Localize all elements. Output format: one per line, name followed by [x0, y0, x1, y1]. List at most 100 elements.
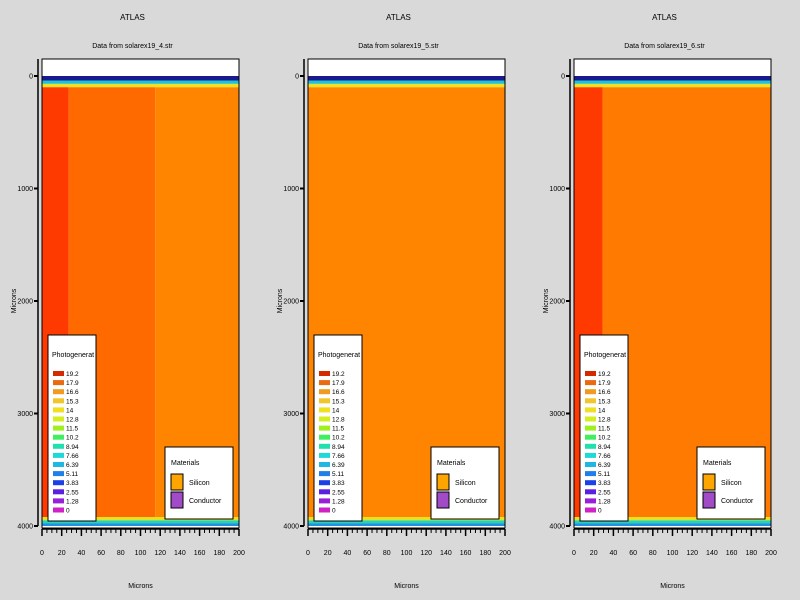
heat-region-6 [308, 520, 505, 524]
heat-region-3 [42, 83, 239, 88]
photogeneration-legend: Photogenerat 19.2 17.9 16.6 15.3 14 12.8 11.5 10… [579, 334, 629, 522]
legend-swatch [585, 380, 596, 386]
y-axis-label: Microns [11, 288, 18, 313]
y-tick-label: 2000 [549, 299, 565, 306]
plot-frame [573, 58, 772, 529]
legend-level-label: 17.9 [332, 380, 345, 387]
material-label: Conductor [455, 498, 488, 505]
heat-region-7 [42, 517, 239, 521]
material-swatch-conductor [170, 491, 184, 509]
legend-level-label: 6.39 [598, 462, 611, 469]
legend-swatch [319, 489, 330, 495]
heat-region-3 [574, 83, 771, 88]
heat-region-7 [574, 520, 771, 524]
legend-swatch [53, 407, 64, 413]
legend-swatch [585, 471, 596, 477]
legend-level-label: 11.5 [66, 426, 79, 433]
x-tick-label: 40 [344, 550, 352, 557]
legend-level-label: 7.66 [66, 453, 79, 460]
legend-level-label: 15.3 [332, 398, 345, 405]
legend-swatch [319, 443, 330, 449]
material-label: Silicon [455, 480, 476, 487]
y-axis-label: Microns [277, 288, 284, 313]
legend-swatch [53, 489, 64, 495]
legend-level-label: 7.66 [332, 453, 345, 460]
heat-region-3 [308, 83, 505, 88]
materials-title: Materials [171, 460, 200, 467]
legend-level-label: 10.2 [66, 435, 79, 442]
legend-swatch [585, 434, 596, 440]
heat-region-9 [42, 523, 239, 526]
legend-level-label: 11.5 [332, 426, 345, 433]
x-tick-label: 0 [306, 550, 310, 557]
legend-level-label: 2.55 [66, 489, 79, 496]
y-tick-label: 1000 [549, 186, 565, 193]
x-tick-label: 0 [572, 550, 576, 557]
legend-swatch [53, 389, 64, 395]
legend-swatch [53, 380, 64, 386]
legend-level-label: 2.55 [332, 489, 345, 496]
legend-swatch [585, 443, 596, 449]
heat-region-8 [574, 523, 771, 526]
chart-title: ATLAS [652, 13, 677, 22]
x-tick-label: 160 [460, 550, 472, 557]
x-tick-label: 80 [117, 550, 125, 557]
legend-level-label: 1.28 [598, 498, 611, 505]
y-tick-label: 3000 [283, 411, 299, 418]
x-tick-label: 100 [667, 550, 679, 557]
legend-level-label: 17.9 [66, 380, 79, 387]
material-label: Silicon [721, 480, 742, 487]
legend-level-label: 16.6 [66, 389, 79, 396]
legend-swatch [319, 416, 330, 422]
legend-level-label: 8.94 [332, 444, 345, 451]
legend-swatch [585, 498, 596, 504]
legend-level-label: 10.2 [598, 435, 611, 442]
legend-level-label: 3.83 [66, 480, 79, 487]
legend-swatch [319, 389, 330, 395]
x-axis-label: Microns [660, 583, 685, 590]
legend-swatch [319, 371, 330, 376]
legend-swatch [585, 425, 596, 431]
x-tick-label: 20 [590, 550, 598, 557]
x-tick-label: 80 [383, 550, 391, 557]
legend-level-label: 7.66 [598, 453, 611, 460]
y-tick-label: 0 [29, 74, 33, 81]
legend-title: Photogenerat [318, 352, 360, 359]
legend-level-label: 14 [66, 407, 74, 414]
legend-swatch [585, 452, 596, 458]
x-tick-label: 20 [58, 550, 66, 557]
y-tick-label: 1000 [17, 186, 33, 193]
legend-level-label: 6.39 [66, 462, 79, 469]
x-tick-label: 200 [499, 550, 511, 557]
materials-legend: Materials Silicon Conductor [430, 446, 500, 520]
legend-swatch [585, 416, 596, 422]
x-tick-label: 60 [629, 550, 637, 557]
x-tick-label: 60 [363, 550, 371, 557]
legend-level-label: 2.55 [598, 489, 611, 496]
legend-swatch [53, 471, 64, 477]
legend-swatch [319, 452, 330, 458]
chart-subtitle: Data from solarex19_5.str [358, 43, 439, 50]
y-tick-label: 0 [295, 74, 299, 81]
legend-swatch [585, 489, 596, 495]
legend-swatch [319, 471, 330, 477]
chart-subtitle: Data from solarex19_4.str [92, 43, 173, 50]
heat-region-6 [155, 87, 239, 517]
legend-swatch [53, 480, 64, 486]
legend-swatch [53, 443, 64, 449]
legend-level-label: 17.9 [598, 380, 611, 387]
legend-level-label: 19.2 [598, 371, 611, 378]
legend-level-label: 0 [332, 508, 336, 515]
legend-swatch [319, 507, 330, 513]
x-axis-label: Microns [128, 583, 153, 590]
x-tick-label: 40 [610, 550, 618, 557]
legend-level-label: 1.28 [332, 498, 345, 505]
legend-title: Photogenerat [52, 352, 94, 359]
y-tick-label: 2000 [17, 299, 33, 306]
x-tick-label: 20 [324, 550, 332, 557]
legend-swatch [585, 407, 596, 413]
x-tick-label: 180 [479, 550, 491, 557]
